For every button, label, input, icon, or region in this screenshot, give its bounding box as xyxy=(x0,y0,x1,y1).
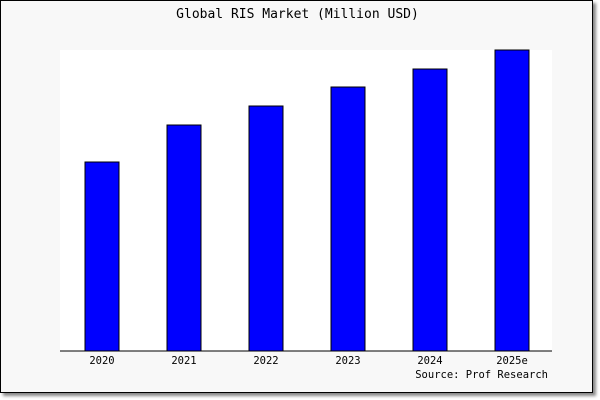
bar-2024 xyxy=(412,68,448,352)
plot-area xyxy=(60,50,552,351)
bar-2023 xyxy=(330,86,366,352)
x-tick-label: 2021 xyxy=(171,355,196,367)
source-note: Source: Prof Research xyxy=(415,369,548,381)
x-tick-label: 2022 xyxy=(253,355,278,367)
x-tick-label: 2020 xyxy=(89,355,114,367)
x-tick-label: 2024 xyxy=(417,355,442,367)
bar-2022 xyxy=(248,105,284,352)
x-tick-label: 2023 xyxy=(335,355,360,367)
chart-title: Global RIS Market (Million USD) xyxy=(176,7,419,22)
bar-2020 xyxy=(84,161,120,352)
bar-2021 xyxy=(166,124,202,352)
x-tick-label: 2025e xyxy=(496,355,528,367)
bar-2025e xyxy=(494,49,530,352)
